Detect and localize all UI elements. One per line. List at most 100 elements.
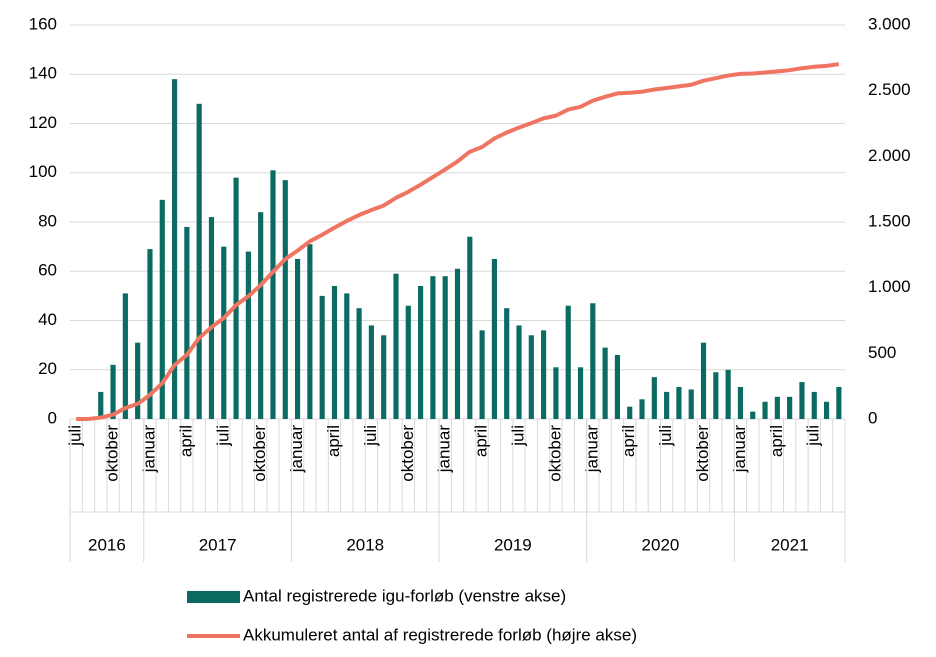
bar (356, 308, 362, 419)
y-tick-label: 160 (29, 14, 57, 33)
bar (381, 335, 387, 419)
x-tick-label: januar (582, 425, 601, 474)
bar (307, 244, 313, 419)
line (76, 62, 840, 421)
bar (245, 251, 251, 419)
y2-tick-label: 0 (868, 408, 877, 427)
bar (147, 249, 153, 419)
bar (614, 354, 621, 419)
bar (479, 330, 485, 419)
bar (528, 335, 534, 419)
legend-label: Antal registrerede igu-forløb (venstre a… (243, 586, 566, 605)
bar (577, 367, 584, 419)
bar (725, 369, 731, 419)
bar (110, 364, 116, 419)
bar (171, 79, 178, 420)
bar (122, 293, 128, 419)
bar (737, 386, 744, 419)
bar (319, 295, 325, 419)
x-tick-label: april (176, 425, 195, 457)
y-tick-label: 120 (29, 113, 57, 132)
bar (233, 177, 239, 419)
x-tick-label: april (619, 425, 638, 457)
x-tick-label: januar (730, 425, 749, 474)
bar (823, 401, 830, 419)
x-tick-label: oktober (398, 425, 417, 482)
y-tick-label: 140 (29, 64, 57, 83)
y-tick-label: 20 (38, 359, 57, 378)
y2-tick-label: 1.500 (868, 211, 911, 230)
x-tick-label: juli (361, 425, 380, 447)
bar (258, 212, 264, 419)
bar (135, 342, 141, 419)
legend-label: Akkumuleret antal af registrerede forløb… (243, 625, 637, 644)
bar (713, 372, 719, 419)
x-tick-label: januar (435, 425, 454, 474)
bar (664, 391, 670, 419)
bar (627, 406, 633, 419)
year-label: 2019 (494, 535, 532, 554)
bar (270, 170, 276, 419)
bar (221, 246, 227, 419)
y2-tick-label: 2.500 (868, 80, 911, 99)
bar (491, 258, 497, 419)
bar (762, 401, 768, 419)
y-tick-label: 80 (38, 211, 57, 230)
bar (393, 273, 399, 419)
bar (676, 386, 682, 419)
y2-tick-label: 2.000 (868, 146, 911, 165)
year-label: 2017 (199, 535, 237, 554)
x-tick-label: oktober (545, 425, 564, 482)
bar (196, 103, 202, 420)
bar (565, 305, 571, 419)
y-tick-label: 40 (38, 310, 57, 329)
x-tick-label: juli (66, 425, 85, 447)
x-tick-label: oktober (693, 425, 712, 482)
bar (700, 342, 707, 419)
y2-tick-label: 3.000 (868, 14, 911, 33)
year-label: 2020 (642, 535, 680, 554)
bar (282, 180, 288, 419)
year-label: 2018 (346, 535, 384, 554)
bar (442, 276, 448, 419)
bar (590, 303, 596, 419)
bar (98, 391, 104, 419)
bar (405, 305, 411, 419)
bar (504, 308, 510, 419)
bar (750, 411, 756, 419)
bar (467, 236, 473, 419)
bar (602, 347, 608, 419)
y-tick-label: 60 (38, 261, 57, 280)
bar (799, 382, 805, 419)
y-tick-label: 0 (48, 408, 57, 427)
bar (651, 377, 657, 419)
bar (184, 226, 190, 419)
x-tick-label: april (767, 425, 786, 457)
bar (454, 268, 461, 419)
bar (787, 396, 793, 419)
bar (811, 391, 817, 419)
y-tick-label: 100 (29, 162, 57, 181)
x-tick-label: juli (508, 425, 527, 447)
bar (331, 286, 338, 419)
bar (541, 330, 547, 419)
bar (836, 386, 842, 419)
bar (639, 399, 645, 419)
x-tick-label: juli (213, 425, 232, 447)
bar (430, 276, 436, 419)
bar (159, 199, 165, 419)
bar (553, 367, 559, 419)
x-tick-label: oktober (250, 425, 269, 482)
x-tick-label: januar (139, 425, 158, 474)
bar (688, 389, 694, 419)
x-tick-label: januar (287, 425, 306, 474)
bar (774, 396, 780, 419)
bar (344, 293, 350, 419)
bar (294, 258, 301, 419)
y2-tick-label: 500 (868, 343, 896, 362)
legend-swatch (187, 591, 240, 603)
y2-tick-label: 1.000 (868, 277, 911, 296)
x-tick-label: juli (804, 425, 823, 447)
x-tick-label: juli (656, 425, 675, 447)
